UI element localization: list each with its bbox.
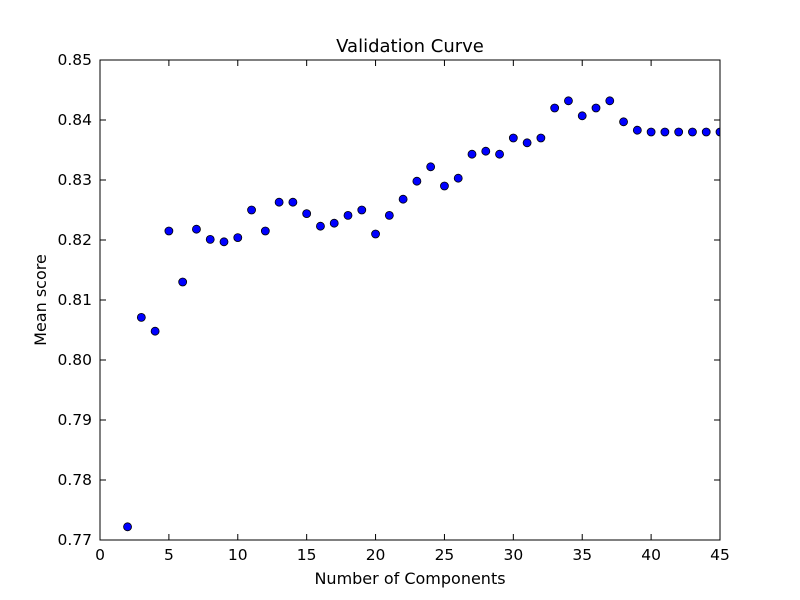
- plot-area: [100, 60, 720, 540]
- x-tick-label: 10: [228, 546, 248, 564]
- data-point: [564, 96, 573, 106]
- data-point: [522, 138, 532, 148]
- data-point: [316, 221, 325, 231]
- data-point: [384, 210, 394, 220]
- x-tick-label: 30: [503, 546, 523, 564]
- y-tick-label: 0.85: [57, 51, 92, 69]
- data-point: [219, 237, 229, 247]
- data-point: [205, 234, 215, 244]
- y-tick-label: 0.77: [57, 531, 92, 549]
- data-point: [164, 226, 174, 236]
- data-point: [178, 277, 188, 287]
- data-point: [440, 181, 449, 191]
- x-tick-label: 0: [95, 546, 105, 564]
- data-point: [398, 194, 408, 204]
- x-axis-label: Number of Components: [314, 569, 505, 588]
- data-point: [577, 111, 587, 121]
- data-point: [123, 522, 132, 532]
- data-point: [605, 96, 615, 106]
- data-point: [619, 117, 628, 127]
- data-point: [274, 197, 284, 207]
- data-point: [688, 127, 697, 137]
- y-tick-label: 0.78: [57, 471, 92, 489]
- data-point: [453, 173, 463, 183]
- data-point: [192, 224, 201, 234]
- chart-title: Validation Curve: [336, 36, 484, 57]
- data-point: [150, 326, 160, 336]
- data-point: [591, 103, 601, 113]
- data-point: [660, 127, 670, 137]
- data-point: [701, 127, 711, 137]
- data-point: [467, 149, 477, 159]
- data-point: [426, 162, 436, 172]
- data-point: [646, 127, 656, 137]
- data-point: [674, 127, 684, 137]
- y-tick-label: 0.81: [57, 291, 92, 309]
- data-point: [371, 229, 380, 239]
- data-point: [302, 209, 312, 219]
- data-point: [632, 125, 642, 135]
- data-point: [343, 210, 353, 220]
- data-point: [233, 233, 243, 243]
- plot-frame: [99, 59, 721, 541]
- data-point: [495, 149, 504, 159]
- data-point: [412, 176, 422, 186]
- x-tick-label: 45: [710, 546, 730, 564]
- tick-labels: 0 5 10 15 20 25 30 35 40 45 0.77 0.78 0.79 0.80 0.81 0.…: [57, 51, 729, 564]
- x-tick-label: 15: [297, 546, 317, 564]
- data-points: [123, 96, 720, 532]
- data-point: [260, 226, 270, 236]
- y-tick-label: 0.83: [57, 171, 92, 189]
- data-point: [247, 205, 256, 215]
- x-tick-label: 25: [435, 546, 455, 564]
- data-point: [481, 146, 491, 156]
- data-point: [536, 133, 546, 143]
- y-tick-label: 0.82: [57, 231, 92, 249]
- data-point: [715, 127, 720, 137]
- y-tick-label: 0.84: [57, 111, 92, 129]
- x-tick-label: 40: [641, 546, 661, 564]
- data-point: [357, 205, 367, 215]
- data-point: [288, 197, 298, 207]
- x-tick-label: 5: [164, 546, 174, 564]
- x-tick-label: 20: [366, 546, 386, 564]
- data-point: [550, 103, 560, 113]
- data-point: [508, 133, 518, 143]
- y-axis-label: Mean score: [31, 254, 50, 346]
- data-point: [136, 312, 146, 322]
- y-tick-label: 0.80: [57, 351, 92, 369]
- data-point: [329, 218, 339, 228]
- x-tick-label: 35: [572, 546, 592, 564]
- y-tick-label: 0.79: [57, 411, 92, 429]
